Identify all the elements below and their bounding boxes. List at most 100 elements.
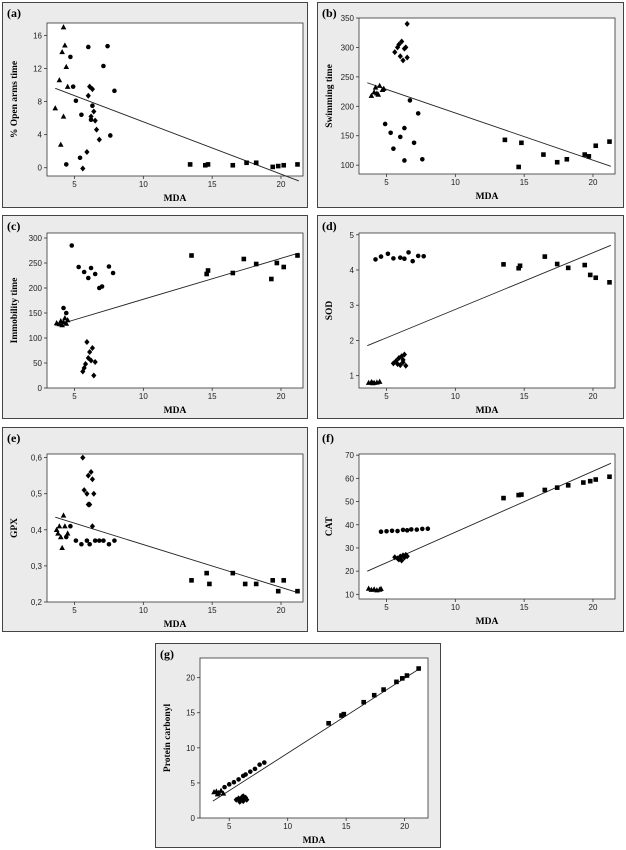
y-tick-label: 40 <box>345 521 354 530</box>
data-point-square <box>341 711 347 717</box>
y-tick-label: 4 <box>38 131 43 140</box>
data-point-diamond <box>91 108 97 115</box>
data-point-square <box>554 261 560 267</box>
data-point-circle <box>63 310 69 316</box>
trend-line <box>367 82 612 167</box>
data-point-circle <box>79 112 84 118</box>
data-point-circle <box>411 140 417 146</box>
data-point-circle <box>420 156 425 162</box>
data-point-circle <box>406 250 411 255</box>
data-point-triangle <box>60 113 67 119</box>
data-point-square <box>399 676 405 681</box>
data-point-circle <box>252 766 258 772</box>
data-point-circle <box>87 541 92 547</box>
data-point-circle <box>231 779 237 785</box>
data-point-square <box>295 162 300 167</box>
y-tick-label: 10 <box>186 744 195 753</box>
plot-area-f <box>358 453 616 600</box>
data-point-diamond <box>92 117 98 124</box>
y-tick-label: 0 <box>38 164 43 173</box>
data-point-square <box>565 265 571 271</box>
y-axis-label: % Open arms time <box>10 61 20 138</box>
data-point-square <box>542 254 548 259</box>
data-point-triangle <box>57 141 64 147</box>
y-axis-label: SOD <box>325 301 335 321</box>
trend-line <box>55 87 300 182</box>
chart-panel-e: (e) 5 10 15 20 0,2 0,3 0,4 0,5 0,6 MDA GPX <box>2 427 308 632</box>
y-tick-label: 250 <box>29 259 43 268</box>
data-point-circle <box>415 111 421 116</box>
data-point-circle <box>420 526 425 532</box>
x-tick-label: 10 <box>283 822 292 831</box>
data-point-triangle <box>63 63 70 70</box>
data-point-circle <box>92 271 98 277</box>
data-point-circle <box>222 784 227 790</box>
data-point-square <box>295 253 300 258</box>
chart-svg-a: (a) 5 10 15 20 0 4 8 12 16 MDA % Open arms time <box>7 6 304 204</box>
y-tick-label: 0,2 <box>31 598 43 607</box>
x-tick-label: 20 <box>277 606 286 615</box>
plot-area-g <box>199 657 429 819</box>
x-tick-label: 10 <box>451 392 460 401</box>
data-point-circle <box>389 528 395 534</box>
x-tick-label: 10 <box>451 603 460 612</box>
data-point-square <box>253 160 259 166</box>
data-point-square <box>519 140 524 146</box>
y-tick-label: 16 <box>33 31 42 40</box>
data-point-triangle <box>60 24 67 30</box>
data-point-diamond <box>85 501 91 508</box>
data-point-circle <box>68 523 73 529</box>
data-point-circle <box>97 538 102 543</box>
x-tick-label: 20 <box>589 178 598 187</box>
data-point-square <box>339 713 344 718</box>
data-point-circle <box>68 54 73 60</box>
plot-area-c <box>46 232 304 389</box>
y-tick-label: 300 <box>29 234 43 243</box>
data-point-circle <box>385 251 391 257</box>
data-point-circle <box>236 777 241 782</box>
data-point-square <box>516 492 521 498</box>
y-tick-label: 150 <box>29 309 43 318</box>
y-tick-label: 15 <box>186 709 195 718</box>
x-tick-label: 15 <box>208 180 217 189</box>
data-point-triangle <box>64 317 71 323</box>
data-point-circle <box>402 158 407 163</box>
chart-svg-b: (b) 5 10 15 20 100 150 200 250 300 350 MDA Swimming … <box>322 6 616 202</box>
data-point-circle <box>397 255 403 260</box>
trend-line <box>367 462 612 572</box>
data-point-square <box>607 139 612 144</box>
data-point-circle <box>61 305 66 311</box>
data-point-square <box>564 156 570 162</box>
x-tick-label: 15 <box>208 392 217 401</box>
data-point-diamond <box>84 149 90 156</box>
data-point-diamond <box>80 454 86 461</box>
data-point-square <box>202 162 208 168</box>
y-tick-label: 100 <box>341 161 355 170</box>
data-point-circle <box>247 769 253 774</box>
data-point-diamond <box>91 490 97 497</box>
data-point-triangle <box>62 42 68 48</box>
data-point-triangle <box>59 544 65 551</box>
y-tick-label: 300 <box>341 43 355 52</box>
data-point-square <box>607 474 612 480</box>
data-point-square <box>516 164 521 170</box>
x-axis-label: MDA <box>164 406 187 416</box>
data-point-square <box>607 280 612 285</box>
data-point-circle <box>391 146 396 151</box>
y-tick-label: 2 <box>350 336 355 345</box>
x-tick-label: 5 <box>384 603 389 612</box>
data-point-square <box>205 268 211 273</box>
x-axis-label: MDA <box>164 194 187 204</box>
data-point-square <box>204 570 209 576</box>
y-tick-label: 5 <box>350 231 355 240</box>
data-point-circle <box>88 117 94 123</box>
y-axis-label: Protein carbonyl <box>163 704 173 773</box>
panel-label-f: (f) <box>322 431 334 445</box>
y-tick-label: 150 <box>341 132 355 141</box>
y-tick-label: 100 <box>29 334 43 343</box>
data-point-circle <box>77 155 83 161</box>
data-point-diamond <box>93 126 100 133</box>
y-tick-label: 5 <box>191 779 196 788</box>
data-point-triangle <box>59 48 65 55</box>
x-tick-label: 15 <box>208 606 217 615</box>
